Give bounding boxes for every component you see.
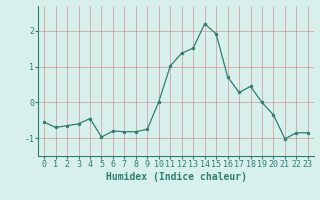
X-axis label: Humidex (Indice chaleur): Humidex (Indice chaleur): [106, 172, 246, 182]
